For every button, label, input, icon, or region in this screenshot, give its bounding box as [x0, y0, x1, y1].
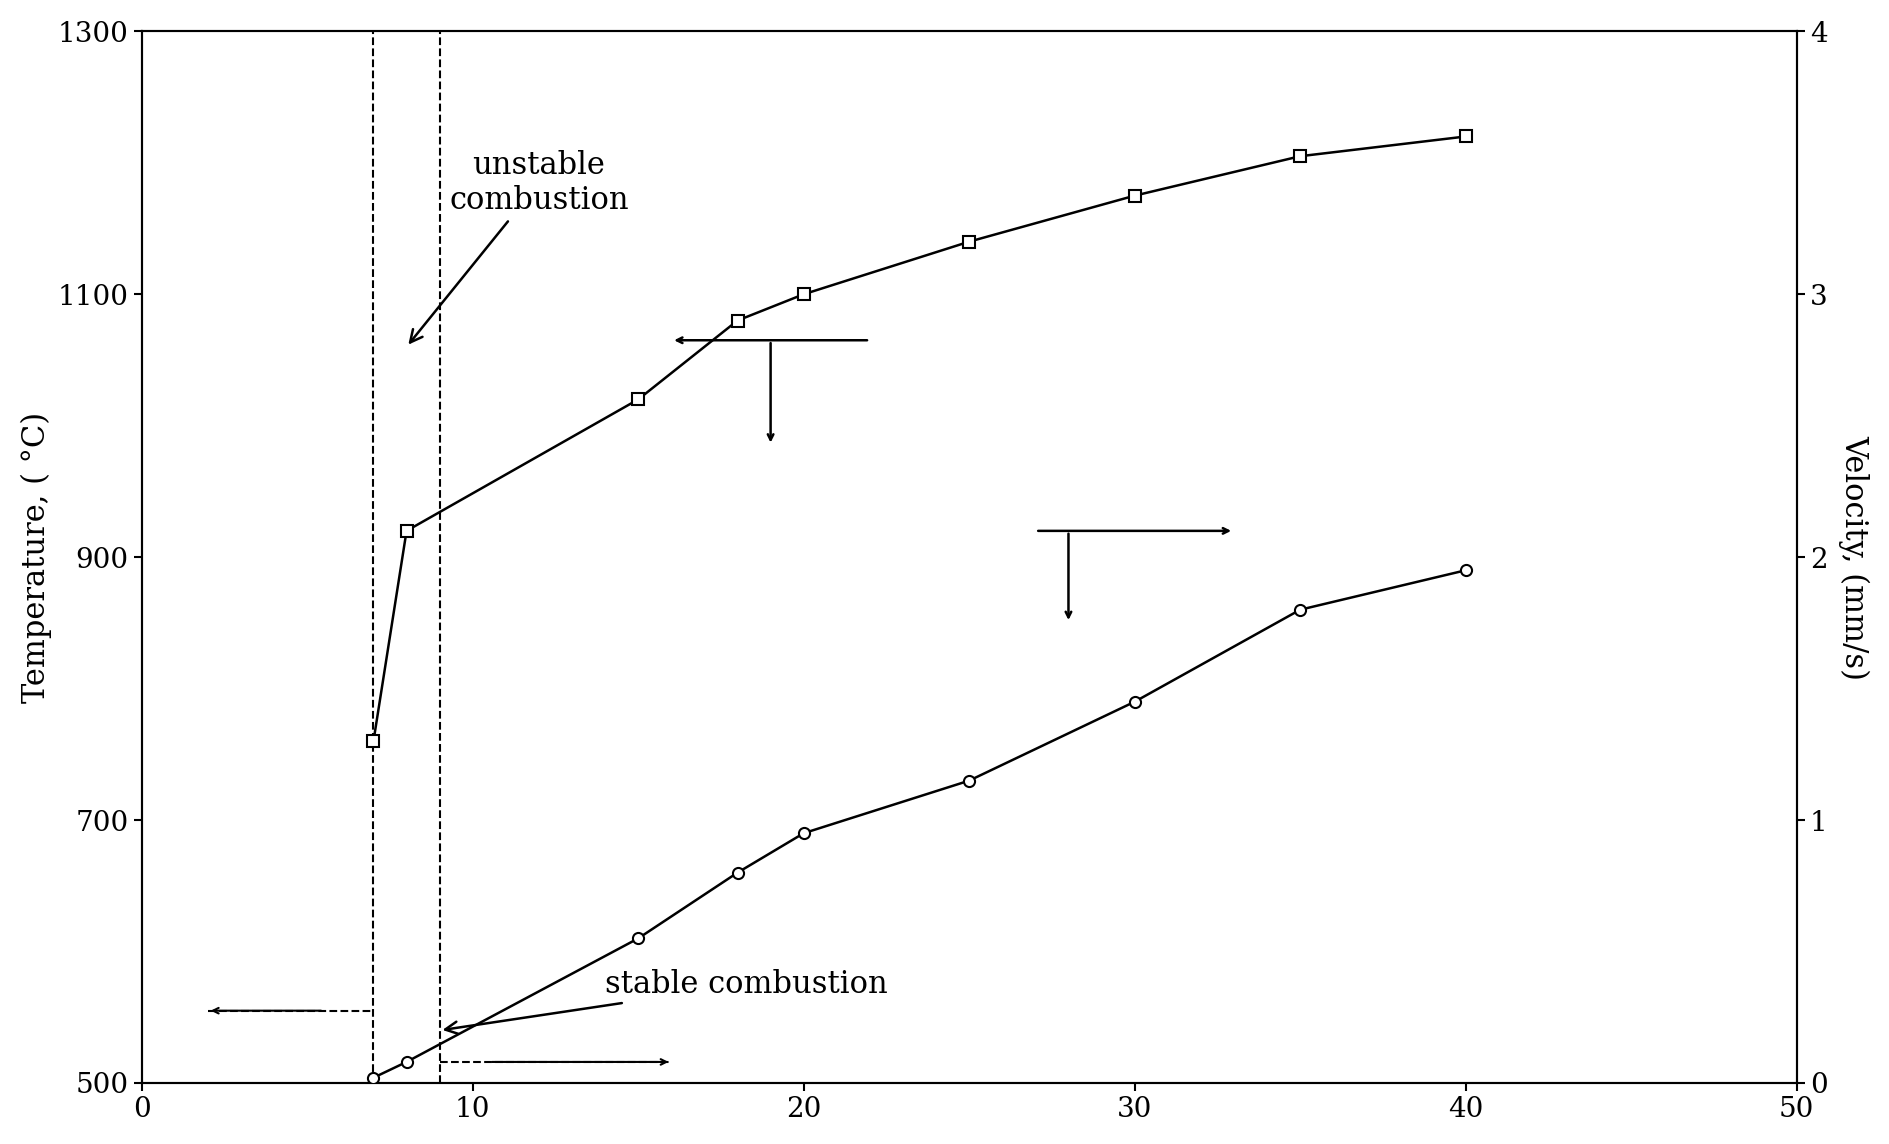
Y-axis label: Temperature, ( °C): Temperature, ( °C): [21, 412, 53, 702]
Text: stable combustion: stable combustion: [446, 969, 888, 1034]
Y-axis label: Velocity, (mm/s): Velocity, (mm/s): [1836, 435, 1868, 680]
Text: unstable
combustion: unstable combustion: [410, 150, 629, 342]
